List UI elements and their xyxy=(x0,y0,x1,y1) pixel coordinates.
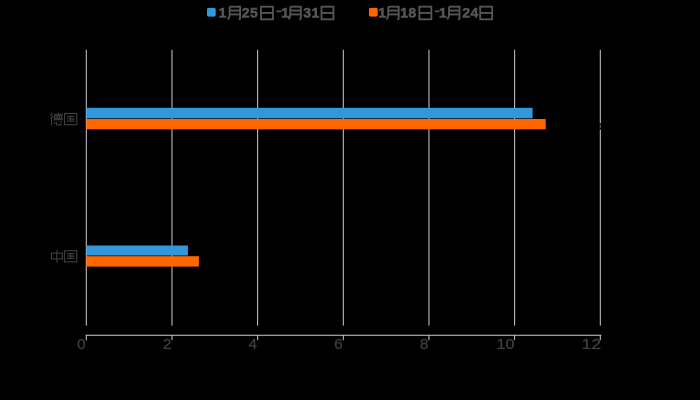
svg-text:1: 1 xyxy=(439,4,447,20)
svg-text:2: 2 xyxy=(163,337,172,353)
svg-text:3: 3 xyxy=(303,4,311,20)
svg-text:1: 1 xyxy=(378,4,386,20)
svg-text:6: 6 xyxy=(334,337,343,353)
svg-text:10: 10 xyxy=(497,337,515,353)
svg-text:1: 1 xyxy=(219,4,227,20)
svg-text:5: 5 xyxy=(250,4,258,20)
svg-text:4: 4 xyxy=(471,4,479,20)
svg-text:1: 1 xyxy=(312,4,320,20)
svg-text:1: 1 xyxy=(400,4,408,20)
svg-text:2: 2 xyxy=(242,4,250,20)
svg-text:8: 8 xyxy=(408,4,416,20)
svg-text:4: 4 xyxy=(249,337,258,353)
svg-text:12: 12 xyxy=(582,337,602,353)
svg-text:8: 8 xyxy=(420,337,429,353)
svg-text:0: 0 xyxy=(77,337,86,353)
svg-text:1: 1 xyxy=(281,4,289,20)
svg-text:2: 2 xyxy=(462,4,470,20)
